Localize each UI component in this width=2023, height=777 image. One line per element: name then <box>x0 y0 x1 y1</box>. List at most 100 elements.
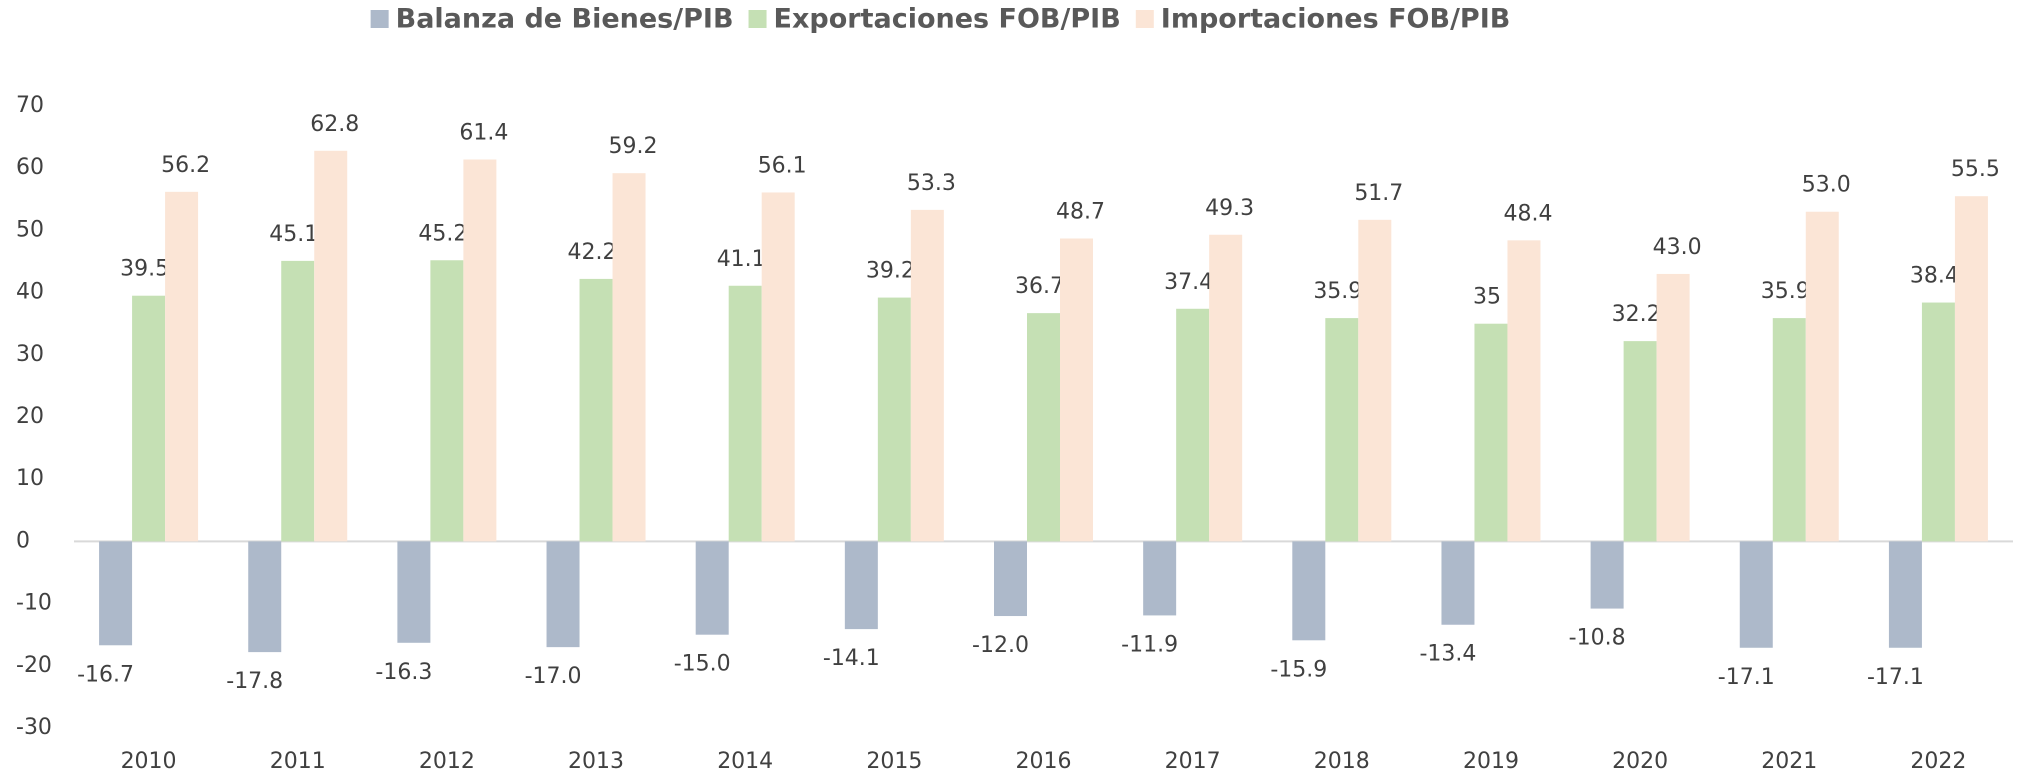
x-tick-label: 2021 <box>1761 749 1817 774</box>
data-label: -16.7 <box>77 662 134 687</box>
bar <box>165 191 199 542</box>
y-tick-label: 50 <box>16 217 44 242</box>
data-label: 45.2 <box>418 221 467 246</box>
data-label: -12.0 <box>972 633 1029 658</box>
data-label: 53.0 <box>1802 173 1851 198</box>
data-label: 42.2 <box>568 240 617 265</box>
data-label: 38.4 <box>1910 264 1959 289</box>
legend-swatch <box>370 10 389 28</box>
bar <box>546 541 580 648</box>
y-tick-label: 30 <box>16 342 44 367</box>
data-label: -17.1 <box>1718 665 1775 690</box>
data-label: 53.3 <box>907 171 956 196</box>
data-label: -14.1 <box>823 646 880 671</box>
bar <box>1358 219 1392 542</box>
data-label: 48.4 <box>1503 201 1552 226</box>
data-label: -16.3 <box>375 660 432 685</box>
data-label: 49.3 <box>1205 196 1254 221</box>
bar <box>728 285 762 542</box>
data-label: 39.5 <box>120 257 169 282</box>
bar <box>281 260 315 542</box>
bar <box>1921 302 1955 542</box>
x-tick-label: 2020 <box>1612 749 1668 774</box>
data-label: 59.2 <box>609 134 658 159</box>
data-label: 37.4 <box>1164 270 1213 295</box>
bar <box>1027 313 1060 542</box>
bar <box>1060 238 1093 542</box>
x-tick-label: 2015 <box>866 749 922 774</box>
legend-swatch <box>1135 10 1154 28</box>
bar <box>1888 541 1922 648</box>
bar <box>1292 541 1326 641</box>
data-label: -17.0 <box>525 664 582 689</box>
bar <box>1954 196 1988 542</box>
bar <box>430 260 464 542</box>
data-label: 56.1 <box>758 153 807 178</box>
bar <box>877 297 911 542</box>
data-label: -13.4 <box>1419 642 1476 667</box>
x-tick-label: 2010 <box>121 749 177 774</box>
data-label: -15.0 <box>674 652 731 677</box>
x-tick-label: 2014 <box>717 749 773 774</box>
bar <box>1176 308 1210 542</box>
bar <box>579 278 613 542</box>
bar <box>1590 541 1624 609</box>
data-label: 35 <box>1473 285 1501 310</box>
x-tick-label: 2011 <box>270 749 326 774</box>
data-label: -17.8 <box>226 669 283 694</box>
bar <box>314 150 348 542</box>
bar <box>397 541 431 643</box>
x-tick-label: 2019 <box>1463 749 1519 774</box>
bar <box>1507 240 1541 542</box>
data-label: 56.2 <box>161 153 210 178</box>
y-tick-label: -20 <box>16 653 52 678</box>
data-label: 41.1 <box>717 247 766 272</box>
bar <box>1474 323 1508 542</box>
bar <box>612 173 646 542</box>
x-tick-label: 2012 <box>419 749 475 774</box>
data-label: 36.7 <box>1015 274 1064 299</box>
legend-label: Importaciones FOB/PIB <box>1161 4 1511 35</box>
data-label: -11.9 <box>1121 632 1178 657</box>
bar <box>463 159 497 542</box>
data-label: -17.1 <box>1867 665 1924 690</box>
bar <box>1441 541 1475 625</box>
bar <box>1772 318 1806 542</box>
y-tick-label: 0 <box>16 528 30 553</box>
y-tick-label: -10 <box>16 591 52 616</box>
legend-label: Exportaciones FOB/PIB <box>774 4 1121 35</box>
bar <box>1623 341 1657 542</box>
y-tick-label: 40 <box>16 280 44 305</box>
x-tick-label: 2016 <box>1016 749 1072 774</box>
bar <box>99 541 133 646</box>
bar <box>994 541 1027 617</box>
bar <box>910 209 944 542</box>
data-label: 43.0 <box>1653 235 1702 260</box>
y-tick-label: -30 <box>16 715 52 740</box>
y-tick-label: 70 <box>16 93 44 118</box>
bar <box>1739 541 1773 648</box>
data-label: 62.8 <box>310 112 359 137</box>
x-tick-label: 2018 <box>1314 749 1370 774</box>
bar <box>1805 211 1839 542</box>
data-label: 61.4 <box>459 120 508 145</box>
x-tick-label: 2017 <box>1165 749 1221 774</box>
bar <box>132 295 166 542</box>
bar <box>761 192 795 542</box>
data-label: 35.9 <box>1761 279 1810 304</box>
x-tick-label: 2022 <box>1910 749 1966 774</box>
data-label: 51.7 <box>1354 181 1403 206</box>
bar <box>1143 541 1177 616</box>
data-label: 35.9 <box>1313 279 1362 304</box>
y-tick-label: 60 <box>16 155 44 180</box>
legend-swatch <box>748 10 767 28</box>
bar <box>844 541 878 630</box>
bar <box>695 541 729 635</box>
data-label: 55.5 <box>1951 157 2000 182</box>
legend-label: Balanza de Bienes/PIB <box>396 4 734 35</box>
x-tick-label: 2013 <box>568 749 624 774</box>
bar <box>1656 273 1690 542</box>
bar <box>1209 234 1243 542</box>
y-tick-label: 20 <box>16 404 44 429</box>
